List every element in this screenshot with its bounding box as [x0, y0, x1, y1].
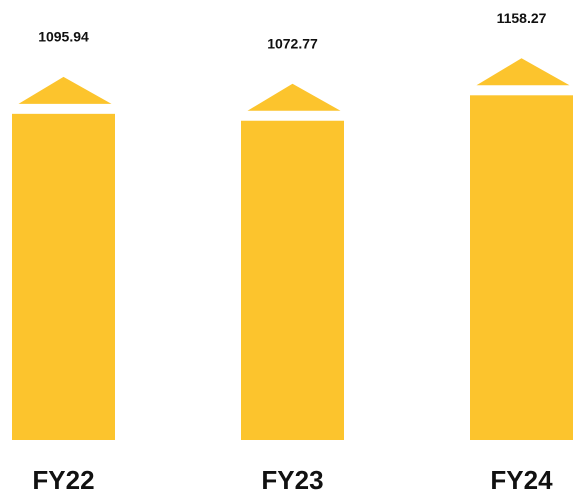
x-tick-label: FY22 — [32, 465, 94, 495]
arrow-head — [18, 76, 112, 104]
bar — [241, 120, 344, 440]
x-tick-label: FY23 — [261, 465, 323, 495]
value-label: 1158.27 — [497, 10, 547, 26]
value-label: 1072.77 — [267, 35, 318, 51]
value-label: 1095.94 — [38, 29, 89, 45]
x-tick-label: FY24 — [490, 465, 553, 495]
bar — [12, 113, 115, 440]
arrow-head — [247, 83, 341, 111]
bar — [470, 95, 573, 440]
arrow-head — [476, 58, 570, 86]
